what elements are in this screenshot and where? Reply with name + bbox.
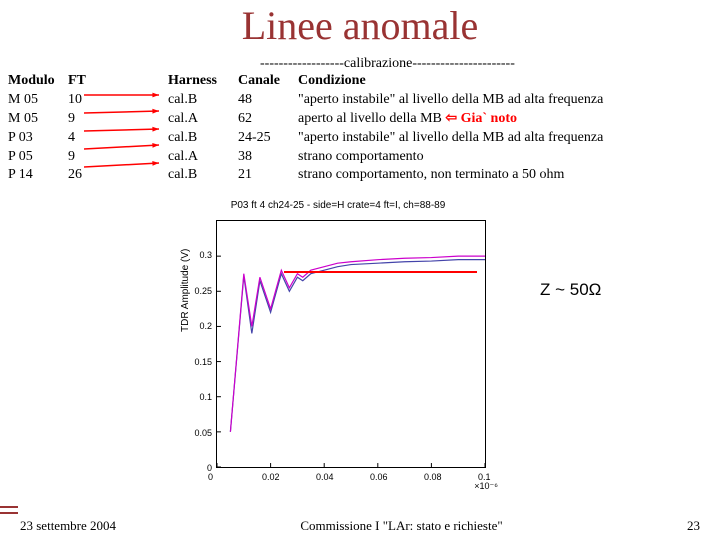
table-row: P 034 cal.B24-25 "aperto instabile" al li… (8, 129, 712, 148)
cell-harness: cal.A (168, 148, 238, 167)
cell-ft: 9 (68, 110, 96, 129)
x-exponent: ×10⁻⁶ (474, 481, 498, 492)
x-tick: 0 (208, 472, 213, 482)
cell-modulo: M 05 (8, 110, 68, 129)
calibration-header: ------------------calibrazione----------… (260, 56, 515, 72)
chart-ylabel: TDR Amplitude (V) (180, 249, 191, 332)
cell-modulo: P 05 (8, 148, 68, 167)
cell-ft: 10 (68, 91, 96, 110)
hdr-condizione: Condizione (298, 72, 712, 91)
y-tick: 0.1 (192, 392, 212, 402)
cell-harness: cal.A (168, 110, 238, 129)
cell-condizione: aperto al livello della MB ⇦ Gia` noto (298, 110, 712, 129)
impedance-label: Z ~ 50Ω (540, 280, 601, 300)
table-row: P 1426 cal.B21 strano comportamento, non … (8, 166, 712, 185)
table-row: P 059 cal.A38strano comportamento (8, 148, 712, 167)
hdr-canale: Canale (238, 72, 298, 91)
footer: 23 settembre 2004 Commissione I "LAr: st… (0, 518, 720, 534)
tdr-chart: P03 ft 4 ch24-25 - side=H crate=4 ft=I, … (178, 202, 498, 492)
anomaly-table: Modulo FT Harness Canale Condizione M 05… (8, 72, 712, 185)
col-gap (96, 72, 168, 91)
cell-modulo: P 14 (8, 166, 68, 185)
reference-line (284, 271, 477, 273)
footer-center: Commissione I "LAr: stato e richieste" (300, 518, 502, 534)
cell-condizione: strano comportamento, non terminato a 50… (298, 166, 712, 185)
cell-condizione: "aperto instabile" al livello della MB a… (298, 129, 712, 148)
footer-date: 23 settembre 2004 (20, 518, 116, 534)
y-tick: 0.05 (192, 428, 212, 438)
cell-harness: cal.B (168, 129, 238, 148)
y-tick: 0.25 (192, 286, 212, 296)
cell-harness: cal.B (168, 166, 238, 185)
x-tick: 0.08 (424, 472, 442, 482)
x-tick: 0.02 (262, 472, 280, 482)
cell-condizione: "aperto instabile" al livello della MB a… (298, 91, 712, 110)
y-tick: 0.15 (192, 357, 212, 367)
cell-ft: 4 (68, 129, 96, 148)
y-tick: 0.3 (192, 250, 212, 260)
cell-ft: 26 (68, 166, 96, 185)
cell-modulo: M 05 (8, 91, 68, 110)
chart-box (216, 220, 486, 468)
gia-noto: ⇦ Gia` noto (442, 111, 517, 126)
cell-canale: 21 (238, 166, 298, 185)
hdr-ft: FT (68, 72, 96, 91)
x-tick: 0.06 (370, 472, 388, 482)
footer-page: 23 (687, 518, 700, 534)
table-header: Modulo FT Harness Canale Condizione (8, 72, 712, 91)
chart-title: P03 ft 4 ch24-25 - side=H crate=4 ft=I, … (178, 200, 498, 211)
x-tick: 0.04 (316, 472, 334, 482)
cell-ft: 9 (68, 148, 96, 167)
slide-title: Linee anomale (0, 2, 720, 49)
hdr-harness: Harness (168, 72, 238, 91)
cell-canale: 24-25 (238, 129, 298, 148)
cell-condizione: strano comportamento (298, 148, 712, 167)
table-row: M 0510 cal.B48"aperto instabile" al livel… (8, 91, 712, 110)
hdr-modulo: Modulo (8, 72, 68, 91)
cell-canale: 62 (238, 110, 298, 129)
chart-plot (217, 221, 485, 467)
cell-modulo: P 03 (8, 129, 68, 148)
y-tick: 0.2 (192, 321, 212, 331)
cell-harness: cal.B (168, 91, 238, 110)
table-row: M 059 cal.A62aperto al livello della MB ⇦… (8, 110, 712, 129)
footer-accent (0, 506, 18, 514)
cell-canale: 48 (238, 91, 298, 110)
cell-canale: 38 (238, 148, 298, 167)
